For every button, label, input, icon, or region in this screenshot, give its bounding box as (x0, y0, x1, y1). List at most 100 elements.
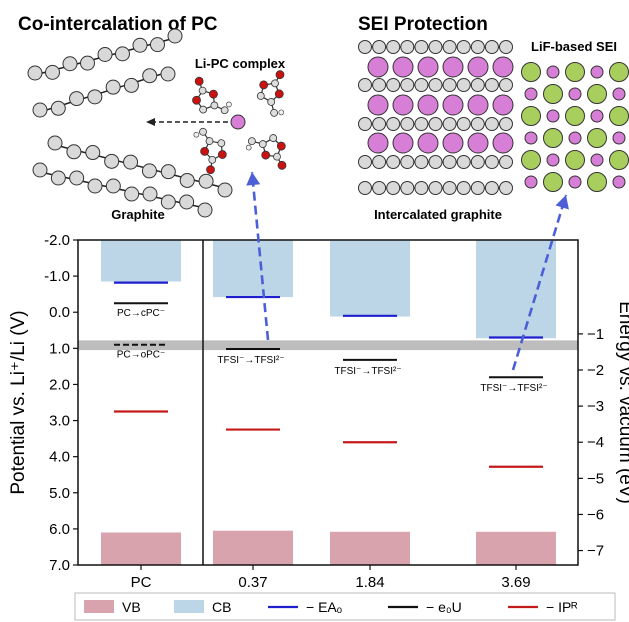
lithium-atom (467, 132, 489, 154)
carbon-atom (217, 182, 233, 198)
oxygen-atom (259, 80, 269, 90)
carbon-atom (80, 55, 95, 71)
carbon-atom (400, 155, 415, 169)
fluoride-ion (543, 172, 563, 192)
hydrogen-atom (193, 131, 200, 138)
carbon-atom (428, 78, 443, 92)
carbon-atom-small (269, 134, 278, 142)
carbon-atom (428, 181, 443, 195)
pc-molecule (192, 76, 232, 115)
lithium-atom (467, 56, 489, 78)
left-tick-label: 1.0 (49, 340, 70, 357)
right-axis-label: Energy vs. vacuum (eV) (615, 301, 629, 504)
carbon-atom (386, 117, 401, 131)
carbon-atom (400, 181, 415, 195)
oxygen-atom (277, 160, 287, 170)
legend-label: − EAₒ (306, 599, 342, 615)
carbon-atom (358, 181, 372, 195)
lithium-atom (417, 56, 439, 78)
carbon-atom (123, 154, 139, 170)
lithium-ion (590, 65, 604, 79)
left-tick-label: 4.0 (49, 449, 70, 466)
carbon-atom (414, 155, 429, 169)
x-tick-label: 3.69 (501, 574, 530, 591)
complex-label: Li-PC complex (195, 56, 286, 71)
carbon-atom (456, 117, 471, 131)
carbon-atom (62, 56, 78, 72)
fluoride-ion (587, 84, 607, 104)
x-tick-label: 1.84 (355, 574, 384, 591)
carbon-atom-small (199, 127, 207, 136)
carbon-atom-small (256, 92, 265, 100)
carbon-atom (372, 181, 387, 195)
carbon-atom (87, 89, 103, 105)
carbon-atom (198, 173, 214, 189)
right-tick-label: −4 (587, 434, 604, 451)
carbon-atom (167, 28, 183, 44)
oxygen-atom (192, 95, 201, 105)
carbon-atom (197, 202, 213, 218)
cb-bar (476, 240, 556, 339)
hydrogen-atom (245, 144, 252, 151)
carbon-atom (142, 68, 158, 84)
hydrogen-atom (278, 109, 285, 116)
lithium-atom (492, 56, 514, 78)
oxygen-atom (276, 141, 286, 151)
lithium-atom (392, 56, 414, 78)
left-tick-label: 0.0 (49, 304, 70, 321)
legend-patch (174, 600, 204, 613)
fluoride-ion (521, 62, 541, 82)
oxygen-atom (209, 89, 218, 99)
lithium-atom (417, 132, 439, 154)
carbon-atom-small (210, 101, 219, 110)
arrow-head (146, 118, 155, 126)
carbon-atom (484, 181, 499, 195)
legend-label: − IPᴿ (546, 599, 578, 615)
plot-frame (77, 239, 579, 566)
lithium-atom (392, 132, 414, 154)
left-tick-label: 2.0 (49, 376, 70, 393)
left-tick-label: -2.0 (44, 232, 70, 249)
carbon-atom (50, 170, 66, 186)
carbon-atom (27, 65, 43, 81)
graphite-layer-line (54, 144, 226, 189)
lithium-ion (590, 153, 604, 167)
carbon-atom (442, 181, 457, 195)
fluoride-ion (587, 172, 607, 192)
carbon-atom (372, 78, 387, 92)
cb-bar (330, 240, 410, 317)
left-panel-title: Co-intercalation of PC (18, 14, 218, 35)
carbon-atom (358, 40, 372, 54)
carbon-atom (160, 164, 176, 180)
carbon-atom (456, 40, 471, 54)
carbon-atom (442, 40, 457, 54)
lithium-ion (524, 175, 538, 189)
carbon-atom (47, 135, 63, 151)
vb-bar (330, 531, 410, 565)
tfsi-label: TFSI⁻→TFSI²⁻ (217, 355, 284, 366)
carbon-atom (179, 172, 195, 188)
pc-molecule (256, 70, 285, 117)
oxygen-atom (274, 89, 284, 99)
carbon-atom-small (220, 106, 229, 115)
carbon-atom (104, 153, 120, 169)
carbon-atom (442, 78, 457, 92)
left-tick-label: 5.0 (49, 485, 70, 502)
carbon-atom (499, 40, 513, 54)
carbon-atom-small (217, 139, 226, 148)
oxygen-atom (194, 76, 204, 86)
oxygen-atom (206, 165, 215, 175)
carbon-atom (499, 117, 513, 131)
carbon-atom (470, 117, 485, 131)
oxygen-atom (261, 150, 271, 160)
lithium-atom (467, 94, 489, 116)
vb-bar (101, 532, 181, 565)
fluoride-ion (565, 106, 585, 126)
carbon-atom-small (267, 98, 276, 106)
carbon-atom (400, 78, 415, 92)
lithium-ion (612, 87, 626, 101)
carbon-atom (115, 46, 130, 62)
cb-bar (101, 240, 181, 282)
carbon-atom (414, 78, 429, 92)
